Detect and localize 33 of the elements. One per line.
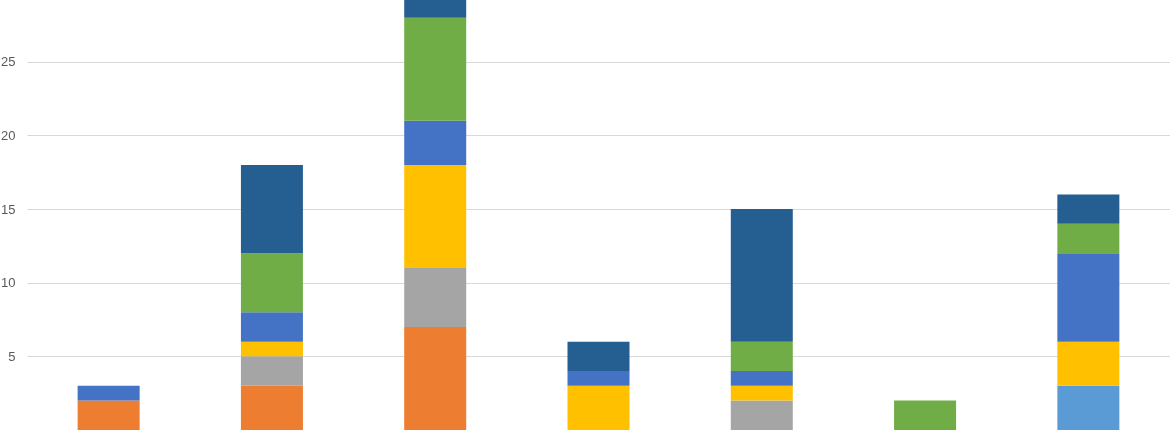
bar <box>240 164 303 254</box>
bar <box>730 209 793 342</box>
bar <box>730 341 793 372</box>
bar <box>240 312 303 342</box>
bar <box>730 385 793 401</box>
bar <box>567 385 630 430</box>
bar <box>77 385 140 401</box>
bar <box>77 400 140 430</box>
y-tick-label: 5 <box>8 348 16 364</box>
bar <box>567 371 630 386</box>
bar <box>730 400 793 430</box>
bar <box>240 385 303 430</box>
bar <box>404 326 467 430</box>
bar <box>404 0 467 18</box>
y-tick-label: 15 <box>1 201 16 217</box>
y-tick-label: 10 <box>1 275 16 291</box>
bar <box>1057 385 1120 430</box>
bar <box>404 17 467 121</box>
bar <box>1057 253 1120 342</box>
y-tick-label: 20 <box>1 127 16 143</box>
bar <box>894 400 957 430</box>
bar <box>1057 341 1120 386</box>
bar <box>730 371 793 386</box>
bar <box>1057 194 1120 224</box>
bar <box>404 164 467 269</box>
bar <box>1057 223 1120 254</box>
bar <box>240 356 303 386</box>
bar <box>404 120 467 165</box>
y-tick-label: 25 <box>1 54 16 70</box>
bar <box>240 253 303 313</box>
bar <box>404 268 467 327</box>
bar <box>240 341 303 357</box>
bar <box>567 341 630 372</box>
